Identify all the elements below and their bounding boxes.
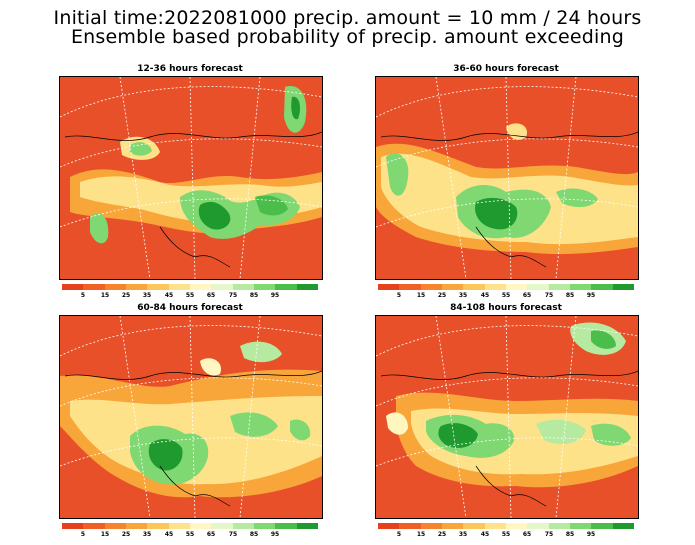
tick-label: 25 <box>437 531 447 538</box>
tick-label: 55 <box>185 531 195 538</box>
map-graphic <box>376 316 638 518</box>
tick-label: 25 <box>437 292 447 299</box>
tick-label: 35 <box>458 531 468 538</box>
tick-label: 35 <box>142 292 152 299</box>
probability-map <box>59 76 323 280</box>
probability-map <box>59 315 323 519</box>
colorbar-ticks: 5 15 25 35 45 55 65 75 85 95 <box>378 531 634 541</box>
tick-label: 45 <box>164 531 174 538</box>
tick-label: 95 <box>270 292 280 299</box>
tick-label: 65 <box>206 531 216 538</box>
tick-label: 85 <box>249 531 259 538</box>
tick-label: 15 <box>416 292 426 299</box>
tick-label: 55 <box>501 531 511 538</box>
tick-label: 15 <box>100 531 110 538</box>
tick-label: 35 <box>142 531 152 538</box>
tick-label: 75 <box>228 292 238 299</box>
panel-title: 36-60 hours forecast <box>453 64 559 74</box>
colorbar <box>378 523 634 529</box>
tick-label: 65 <box>522 531 532 538</box>
colorbar <box>62 523 318 529</box>
main-title-line2: Ensemble based probability of precip. am… <box>70 26 625 48</box>
probability-map <box>375 315 639 519</box>
tick-label: 75 <box>228 531 238 538</box>
tick-label: 25 <box>121 531 131 538</box>
tick-label: 45 <box>480 292 490 299</box>
tick-label: 55 <box>501 292 511 299</box>
map-graphic <box>60 77 322 279</box>
tick-label: 15 <box>416 531 426 538</box>
panel-title: 84-108 hours forecast <box>450 303 562 313</box>
tick-label: 85 <box>565 292 575 299</box>
tick-label: 95 <box>586 292 596 299</box>
panel-title: 60-84 hours forecast <box>137 303 243 313</box>
tick-label: 5 <box>396 531 402 538</box>
probability-map <box>375 76 639 280</box>
tick-label: 65 <box>206 292 216 299</box>
tick-label: 45 <box>164 292 174 299</box>
tick-label: 85 <box>249 292 259 299</box>
tick-label: 5 <box>80 531 86 538</box>
map-graphic <box>376 77 638 279</box>
tick-label: 45 <box>480 531 490 538</box>
map-graphic <box>60 316 322 518</box>
tick-label: 95 <box>586 531 596 538</box>
tick-label: 55 <box>185 292 195 299</box>
tick-label: 35 <box>458 292 468 299</box>
colorbar-ticks: 5 15 25 35 45 55 65 75 85 95 <box>62 292 318 302</box>
tick-label: 85 <box>565 531 575 538</box>
colorbar-ticks: 5 15 25 35 45 55 65 75 85 95 <box>62 531 318 541</box>
tick-label: 95 <box>270 531 280 538</box>
tick-label: 25 <box>121 292 131 299</box>
panel-title: 12-36 hours forecast <box>137 64 243 74</box>
main-title-line1: Initial time:2022081000 precip. amount =… <box>53 7 642 29</box>
tick-label: 15 <box>100 292 110 299</box>
tick-label: 75 <box>544 292 554 299</box>
tick-label: 65 <box>522 292 532 299</box>
colorbar-ticks: 5 15 25 35 45 55 65 75 85 95 <box>378 292 634 302</box>
colorbar <box>62 284 318 290</box>
tick-label: 5 <box>396 292 402 299</box>
tick-label: 75 <box>544 531 554 538</box>
colorbar <box>378 284 634 290</box>
tick-label: 5 <box>80 292 86 299</box>
